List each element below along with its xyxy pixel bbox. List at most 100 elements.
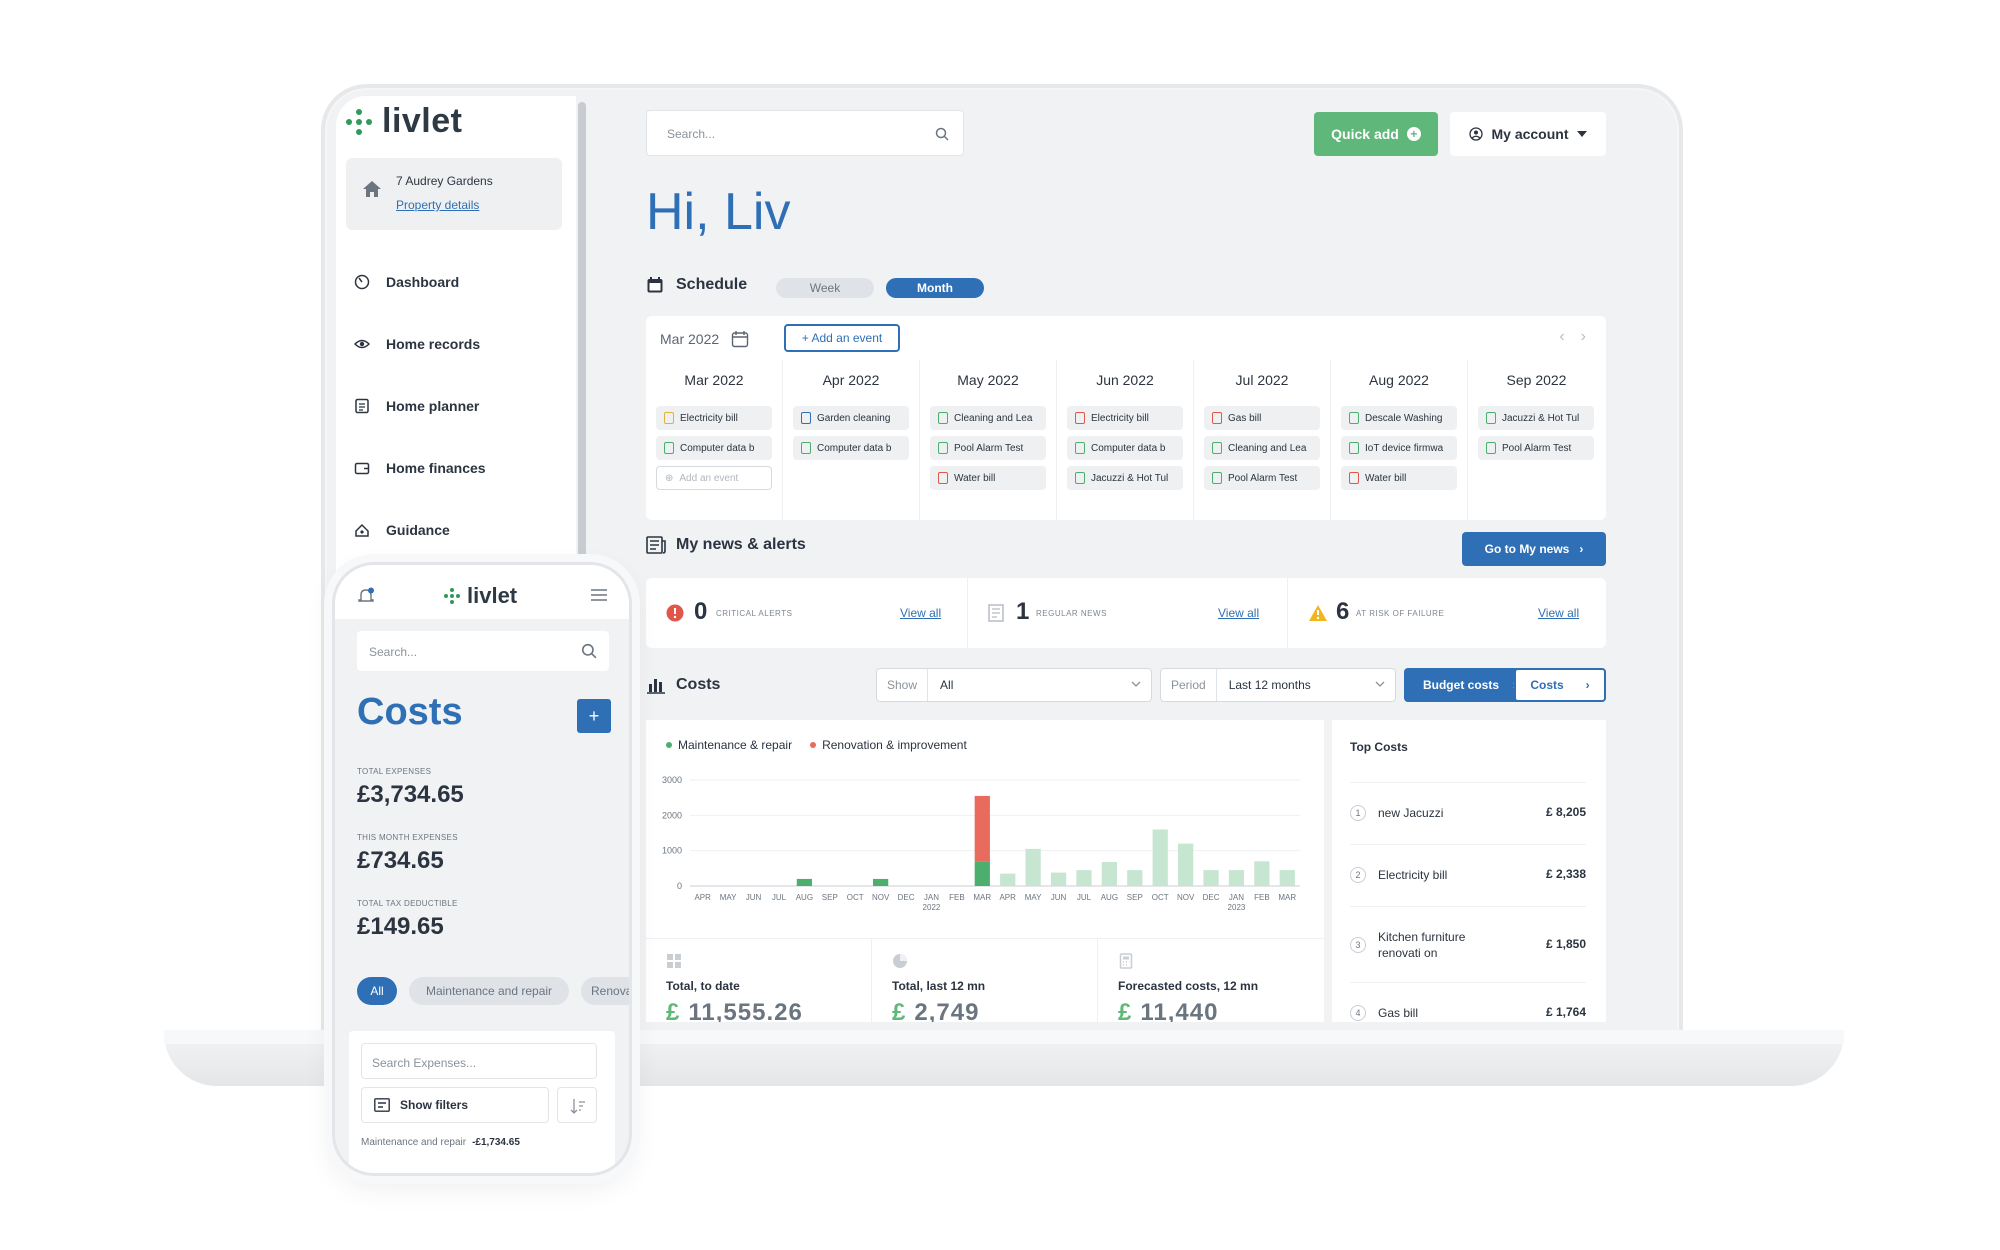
show-filters-button[interactable]: Show filters (361, 1087, 549, 1123)
search-expenses-input[interactable]: Search Expenses... (361, 1043, 597, 1079)
nav-label: Home planner (386, 398, 480, 414)
add-event-button[interactable]: + Add an event (784, 324, 900, 352)
rank-badge: 1 (1350, 805, 1366, 821)
schedule-event[interactable]: Computer data b (1067, 436, 1183, 460)
top-cost-row[interactable]: 2 Electricity bill £ 2,338 (1350, 844, 1586, 906)
schedule-event[interactable]: Pool Alarm Test (1204, 466, 1320, 490)
event-label: Jacuzzi & Hot Tul (1091, 472, 1169, 484)
nav-home-records[interactable]: Home records (354, 336, 480, 352)
warning-icon (1309, 605, 1327, 621)
top-cost-row[interactable]: 4 Gas bill £ 1,764 (1350, 982, 1586, 1022)
nav-dashboard[interactable]: Dashboard (354, 274, 459, 290)
nav-guidance[interactable]: Guidance (354, 522, 450, 538)
schedule-month-column: May 2022 Cleaning and Lea Pool Alarm Test W… (920, 360, 1057, 520)
top-cost-row[interactable]: 3 Kitchen furniture renovati on £ 1,850 (1350, 906, 1586, 982)
nav-home-planner[interactable]: Home planner (354, 398, 479, 414)
news-heading: My news & alerts (646, 536, 806, 554)
property-details-link[interactable]: Property details (396, 198, 480, 212)
brand-name: livlet (382, 102, 463, 140)
schedule-event[interactable]: Cleaning and Lea (1204, 436, 1320, 460)
schedule-event[interactable]: Cleaning and Lea (930, 406, 1046, 430)
schedule-month-column: Jun 2022 Electricity bill Computer data b J… (1057, 360, 1194, 520)
phone-brand-logo[interactable]: livlet (443, 583, 517, 609)
expense-category: Maintenance and repair (361, 1137, 467, 1148)
chip-maintenance[interactable]: Maintenance and repair (409, 977, 569, 1005)
year-label: 2022 (923, 903, 941, 912)
phone-add-button[interactable]: + (577, 699, 611, 733)
month-name: Apr 2022 (822, 372, 880, 388)
brand-logo[interactable]: livlet (346, 102, 462, 141)
schedule-event[interactable]: Gas bill (1204, 406, 1320, 430)
add-event-slot[interactable]: ⊕ Add an event (656, 466, 772, 490)
schedule-event[interactable]: Garden cleaning (793, 406, 909, 430)
legend-maintenance[interactable]: Maintenance & repair (666, 738, 792, 752)
amount: 11,440 (1140, 999, 1219, 1022)
property-card[interactable]: 7 Audrey Gardens Property details (346, 158, 562, 230)
event-label: Gas bill (1228, 412, 1262, 424)
bar-segment (1076, 870, 1092, 886)
schedule-event[interactable]: Computer data b (793, 436, 909, 460)
sort-button[interactable] (557, 1087, 597, 1123)
event-document-icon (801, 442, 811, 454)
chip-renovation[interactable]: Renovation (581, 977, 629, 1005)
x-tick-label: SEP (822, 893, 838, 902)
nav-home-finances[interactable]: Home finances (354, 460, 486, 476)
schedule-event[interactable]: Computer data b (656, 436, 772, 460)
tab-week[interactable]: Week (776, 278, 874, 298)
phone-search-input[interactable]: Search... (357, 631, 609, 671)
legend-dot (810, 742, 817, 748)
show-select[interactable]: Show All (876, 668, 1152, 702)
schedule-event[interactable]: Descale Washing (1341, 406, 1457, 430)
event-label: IoT device firmwa (1365, 442, 1444, 454)
my-account-button[interactable]: My account (1450, 112, 1606, 156)
schedule-event[interactable]: Pool Alarm Test (930, 436, 1046, 460)
top-cost-name: new Jacuzzi (1378, 806, 1444, 820)
schedule-event[interactable]: Pool Alarm Test (1478, 436, 1594, 460)
event-document-icon (1349, 472, 1359, 484)
scrollbar-thumb[interactable] (578, 102, 586, 562)
event-label: Computer data b (1091, 442, 1166, 454)
quick-add-button[interactable]: Quick add + (1314, 112, 1438, 156)
stat-value: £734.65 (357, 847, 444, 874)
schedule-date-picker[interactable]: Mar 2022 (660, 330, 749, 348)
nav-label: Guidance (386, 522, 450, 538)
critical-view-all-link[interactable]: View all (900, 606, 942, 620)
event-document-icon (1075, 442, 1085, 454)
event-label: Pool Alarm Test (1502, 442, 1572, 454)
rank-badge: 4 (1350, 1005, 1366, 1021)
hamburger-menu-icon[interactable] (591, 589, 607, 601)
alert-circle-icon (666, 604, 684, 622)
search-input[interactable]: Search... (646, 110, 964, 156)
chevron-left-icon[interactable]: ‹ (1559, 328, 1565, 345)
tab-month[interactable]: Month (886, 278, 984, 298)
schedule-event[interactable]: Electricity bill (1067, 406, 1183, 430)
schedule-title: Schedule (676, 276, 748, 293)
legend-renovation[interactable]: Renovation & improvement (810, 738, 967, 752)
schedule-event[interactable]: Electricity bill (656, 406, 772, 430)
expense-row[interactable]: Maintenance and repair -£1,734.65 (361, 1137, 520, 1148)
bar-segment (1279, 870, 1295, 886)
schedule-event[interactable]: Jacuzzi & Hot Tul (1067, 466, 1183, 490)
top-cost-row[interactable]: 1 new Jacuzzi £ 8,205 (1350, 782, 1586, 844)
phone-expenses-panel: Search Expenses... Show filters Maintena… (349, 1031, 615, 1173)
go-to-my-news-button[interactable]: Go to My news › (1462, 532, 1606, 566)
bell-icon[interactable] (357, 587, 375, 605)
risk-label: AT RISK OF FAILURE (1356, 609, 1445, 618)
event-label: Electricity bill (1091, 412, 1149, 424)
event-document-icon (938, 472, 948, 484)
event-document-icon (1486, 412, 1496, 424)
schedule-card: Mar 2022 + Add an event ‹ › Mar 2022 Elec… (646, 316, 1606, 520)
regular-view-all-link[interactable]: View all (1218, 606, 1260, 620)
period-select[interactable]: Period Last 12 months (1160, 668, 1396, 702)
news-regular: 1 REGULAR NEWS View all (968, 578, 1288, 648)
schedule-event[interactable]: IoT device firmwa (1341, 436, 1457, 460)
costs-button[interactable]: Costs › (1514, 668, 1606, 702)
chevron-right-icon[interactable]: › (1580, 328, 1586, 345)
phone-mockup: livlet Search... Costs + TOTAL EXPENSES … (332, 562, 632, 1176)
x-tick-label: DEC (1203, 893, 1220, 902)
schedule-event[interactable]: Water bill (1341, 466, 1457, 490)
schedule-event[interactable]: Water bill (930, 466, 1046, 490)
risk-view-all-link[interactable]: View all (1538, 606, 1580, 620)
schedule-event[interactable]: Jacuzzi & Hot Tul (1478, 406, 1594, 430)
chip-all[interactable]: All (357, 977, 397, 1005)
